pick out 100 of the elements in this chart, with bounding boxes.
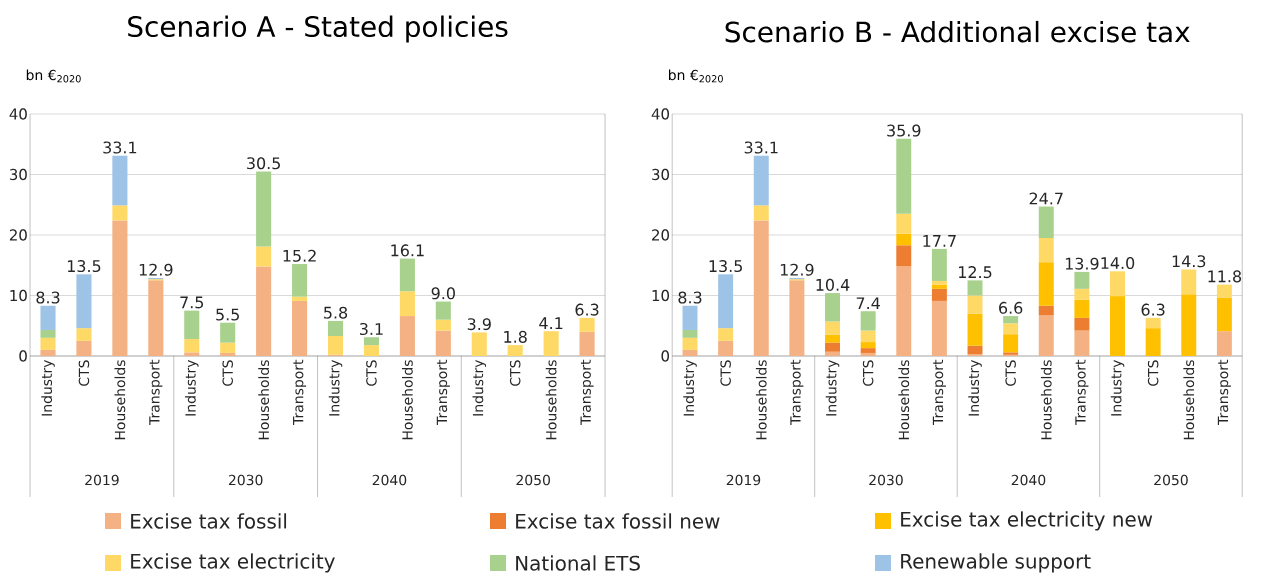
bar — [471, 332, 487, 356]
bar — [543, 331, 559, 356]
bar — [363, 337, 379, 346]
bar — [896, 213, 912, 234]
bar — [184, 310, 200, 340]
text: 2019 — [85, 474, 119, 486]
bar — [40, 349, 56, 356]
x-tick-label: Industry — [683, 359, 697, 416]
bar — [1110, 271, 1125, 297]
y-tick-label: 40 — [9, 108, 27, 120]
total-label: 14.3 — [1172, 255, 1206, 268]
bar — [40, 305, 56, 330]
x-tick-label: CTS — [720, 360, 731, 386]
bar — [40, 337, 56, 350]
x-tick-label: Households — [258, 360, 270, 440]
legend-label: Excise tax electricity — [131, 553, 335, 573]
y-tick-label: 10 — [10, 289, 27, 302]
x-tick-label: Industry — [41, 359, 55, 416]
x-tick-label: Households — [898, 360, 910, 440]
legend-label: Excise tax fossil — [131, 513, 287, 529]
total-label: 8.3 — [678, 291, 702, 304]
bar — [931, 248, 947, 281]
x-tick-label: Transport — [932, 359, 946, 425]
bar — [931, 284, 947, 289]
bar — [292, 296, 308, 301]
x-tick-label: Transport — [1217, 359, 1231, 425]
bar — [860, 342, 876, 349]
bar — [148, 280, 164, 356]
bar — [256, 266, 272, 356]
bar — [399, 316, 415, 356]
y-tick-label: 30 — [652, 168, 670, 181]
total-label: 30.5 — [247, 157, 280, 170]
total-label: 13.9 — [1065, 257, 1099, 270]
total-label: 3.9 — [467, 318, 491, 331]
total-label: 7.5 — [180, 296, 204, 309]
x-tick-label: Transport — [580, 359, 594, 425]
bar — [931, 280, 947, 285]
total-label: 4.1 — [539, 317, 563, 329]
y-tick-label: 0 — [661, 350, 670, 362]
bar — [860, 311, 876, 331]
total-label: 5.8 — [324, 306, 348, 319]
y-tick-label: 10 — [652, 289, 670, 302]
bar — [220, 342, 236, 353]
total-label: 13.5 — [67, 260, 101, 273]
bar — [1216, 284, 1232, 298]
bar — [1074, 317, 1090, 331]
chart-title: Scenario A - Stated policies — [128, 15, 508, 43]
bar — [435, 319, 451, 331]
bar — [1003, 323, 1019, 335]
x-tick-label: Households — [755, 360, 767, 440]
bar — [435, 330, 451, 356]
bar — [860, 330, 876, 343]
total-label: 12.5 — [959, 266, 992, 279]
bar — [399, 291, 415, 317]
bar — [1181, 269, 1197, 295]
bar — [967, 280, 983, 296]
bar — [896, 138, 912, 214]
bar — [682, 329, 698, 338]
bar — [753, 220, 769, 356]
bar — [76, 328, 92, 341]
x-tick-label: Industry — [328, 359, 343, 416]
bar — [896, 233, 912, 246]
bar — [718, 340, 734, 356]
total-label: 9.0 — [431, 287, 455, 300]
bar — [220, 322, 236, 343]
x-tick-label: CTS — [1005, 360, 1016, 386]
legend-label: Renewable support — [901, 553, 1091, 573]
total-label: 12.9 — [780, 263, 814, 276]
bar — [1074, 330, 1090, 356]
bar — [184, 352, 200, 356]
x-tick-label: CTS — [1147, 360, 1159, 386]
bar — [363, 345, 379, 356]
bar — [292, 264, 308, 297]
bar — [1074, 271, 1090, 289]
bar — [1216, 297, 1232, 332]
bar — [399, 258, 415, 292]
x-tick-label: Transport — [293, 359, 307, 425]
x-tick-label: Transport — [1075, 359, 1089, 425]
total-label: 13.5 — [709, 260, 742, 273]
y-axis-title: bn €$_{2020}$ — [668, 69, 723, 83]
text: 2019 — [726, 474, 761, 486]
bar — [860, 348, 876, 353]
bar — [112, 155, 128, 206]
total-label: 17.7 — [923, 235, 956, 247]
bar — [112, 220, 128, 356]
text: 2050 — [1154, 474, 1188, 486]
y-tick-label: 20 — [652, 229, 670, 241]
bar — [327, 320, 344, 337]
x-tick-label: Industry — [1110, 359, 1125, 416]
x-tick-label: Households — [545, 360, 557, 440]
bar — [825, 334, 840, 343]
bar — [1038, 206, 1054, 239]
x-tick-label: Transport — [149, 359, 163, 425]
total-label: 12.9 — [139, 263, 173, 276]
bar — [753, 155, 769, 206]
total-label: 1.8 — [504, 330, 527, 343]
bar — [753, 205, 769, 221]
bar — [967, 295, 983, 314]
text: 2040 — [372, 474, 407, 486]
total-label: 24.7 — [1029, 192, 1063, 205]
